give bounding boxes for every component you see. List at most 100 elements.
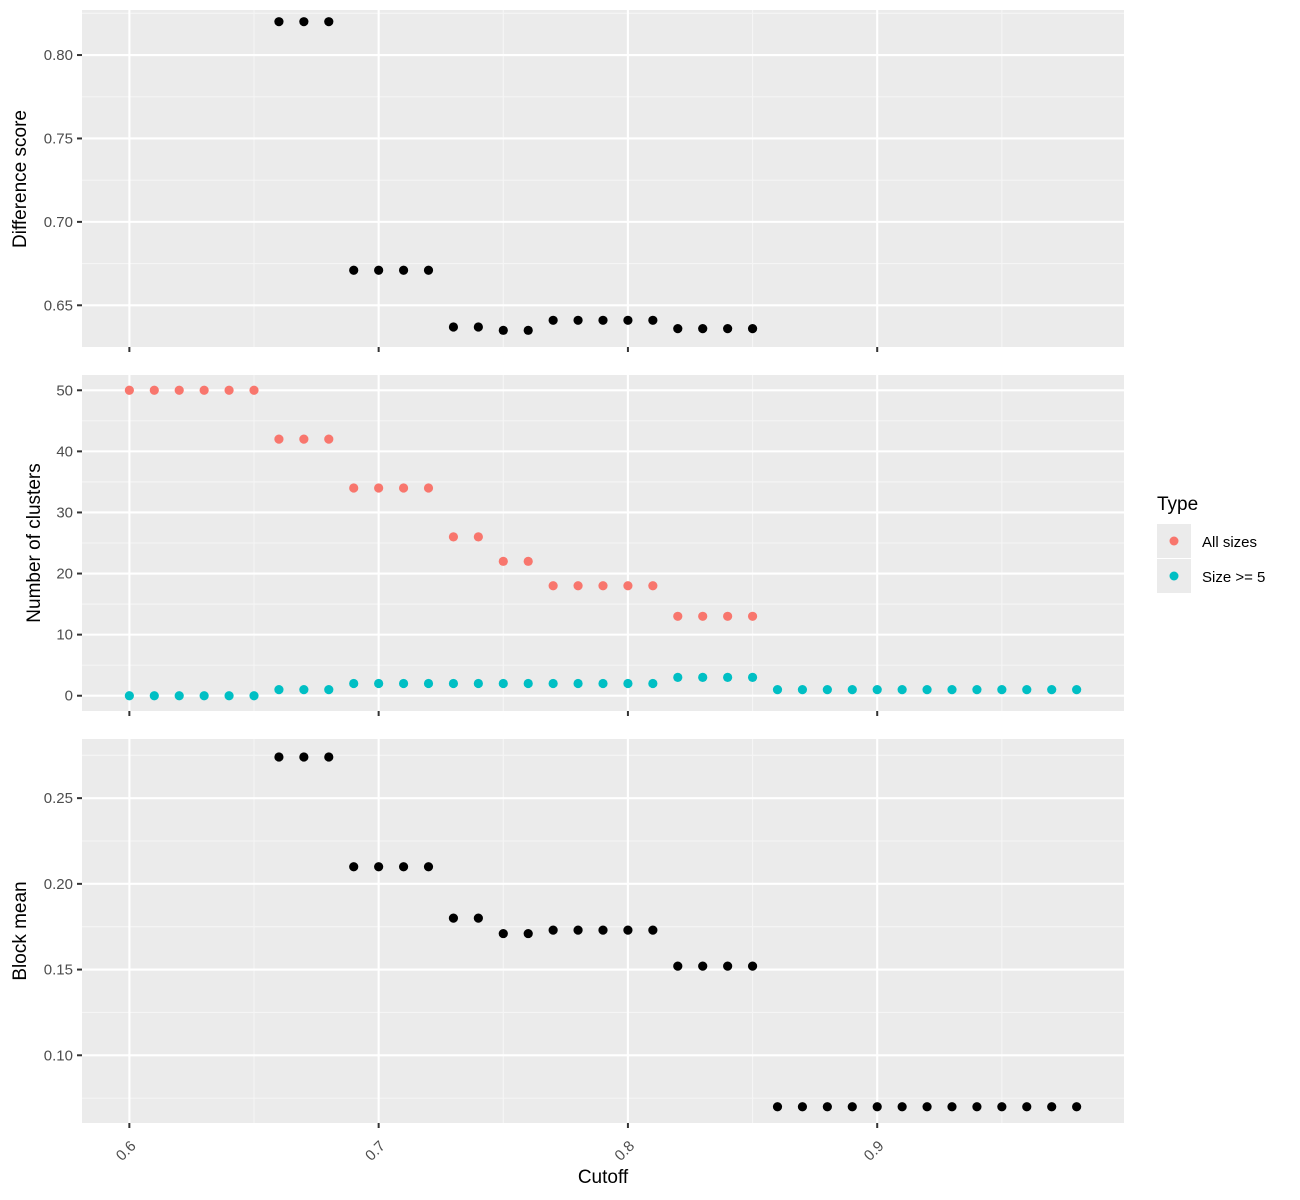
- panel-block-mean: 0.100.150.200.250.6 0.7 0.8 0.9: [44, 739, 1124, 1164]
- data-point: [174, 691, 184, 701]
- y-axis-title-difference-score: Difference score: [10, 110, 31, 248]
- series-all-sizes: [124, 385, 758, 621]
- data-point: [1047, 1102, 1057, 1112]
- data-point: [374, 862, 384, 872]
- data-point: [299, 434, 309, 444]
- data-point: [249, 385, 259, 395]
- data-point: [548, 678, 558, 689]
- data-point: [374, 678, 384, 689]
- data-point: [623, 315, 633, 325]
- y-tick-label: 0: [65, 688, 73, 705]
- data-point: [498, 678, 508, 689]
- data-point: [349, 265, 359, 275]
- data-point: [423, 678, 434, 689]
- data-point: [872, 685, 882, 695]
- data-point: [623, 925, 633, 935]
- data-point: [324, 752, 334, 762]
- data-point: [872, 1102, 882, 1112]
- data-point: [573, 925, 583, 935]
- data-point: [548, 925, 558, 935]
- data-point: [922, 1102, 932, 1112]
- data-point: [723, 672, 733, 683]
- data-point: [349, 862, 359, 872]
- data-point: [274, 17, 284, 27]
- data-point: [523, 325, 533, 335]
- data-point: [698, 961, 708, 971]
- data-point: [698, 611, 708, 621]
- data-point: [349, 678, 359, 689]
- data-point: [498, 325, 508, 335]
- data-point: [972, 1102, 982, 1112]
- y-tick-label: 0.15: [44, 962, 73, 979]
- data-point: [698, 324, 708, 334]
- data-point: [947, 685, 957, 695]
- data-point: [199, 385, 209, 395]
- x-axis-title: Cutoff: [578, 1167, 629, 1188]
- series-size-5: [124, 672, 1082, 701]
- data-point: [448, 678, 459, 689]
- data-point: [847, 685, 857, 695]
- data-point: [498, 556, 508, 566]
- data-point: [423, 483, 434, 493]
- data-point: [822, 685, 832, 695]
- series-0: [274, 752, 1082, 1112]
- data-point: [772, 1102, 783, 1112]
- legend-title: Type: [1157, 494, 1198, 515]
- legend-label-size-ge-5: Size >= 5: [1202, 569, 1265, 586]
- data-point: [822, 1102, 832, 1112]
- legend-key-all-sizes: [1169, 536, 1179, 546]
- data-point: [274, 685, 284, 695]
- y-tick-label: 0.20: [44, 876, 73, 893]
- data-point: [747, 611, 758, 621]
- data-point: [673, 324, 683, 334]
- data-point: [747, 672, 758, 683]
- y-tick-label: 0.75: [44, 130, 73, 147]
- data-point: [448, 322, 459, 332]
- data-point: [947, 1102, 957, 1112]
- data-point: [423, 862, 434, 872]
- legend-label-all-sizes: All sizes: [1202, 534, 1257, 551]
- data-point: [324, 685, 334, 695]
- data-point: [473, 532, 483, 542]
- data-point: [772, 685, 783, 695]
- data-point: [448, 532, 459, 542]
- data-point: [124, 385, 134, 395]
- panel-difference-score: 0.65 0.70 0.75 0.80: [44, 10, 1124, 352]
- data-point: [922, 685, 932, 695]
- y-tick-label: 20: [56, 566, 73, 583]
- y-tick-label: 50: [56, 382, 73, 399]
- data-point: [972, 685, 982, 695]
- data-point: [897, 1102, 907, 1112]
- data-point: [224, 385, 234, 395]
- data-point: [299, 752, 309, 762]
- data-point: [523, 928, 533, 939]
- data-point: [598, 678, 608, 689]
- legend: Type All sizes Size >= 5: [1157, 494, 1265, 593]
- y-tick-label: 0.25: [44, 790, 73, 807]
- data-point: [598, 581, 608, 591]
- y-tick-label: 30: [56, 504, 73, 521]
- data-point: [623, 678, 633, 689]
- data-point: [249, 691, 259, 701]
- data-point: [573, 581, 583, 591]
- data-point: [498, 928, 508, 939]
- data-point: [673, 611, 683, 621]
- data-point: [648, 315, 658, 325]
- data-point: [149, 691, 159, 701]
- data-point: [573, 678, 583, 689]
- y-tick-label: 0.10: [44, 1047, 73, 1064]
- data-point: [897, 685, 907, 695]
- data-point: [473, 322, 483, 332]
- data-point: [199, 691, 209, 701]
- data-point: [623, 581, 633, 591]
- panel-number-of-clusters: 0 10 20 30 40 50: [56, 375, 1124, 716]
- data-point: [1072, 685, 1082, 695]
- data-point: [473, 678, 483, 689]
- data-point: [573, 315, 583, 325]
- panel-background: [82, 10, 1124, 347]
- data-point: [1022, 685, 1032, 695]
- data-point: [1022, 1102, 1032, 1112]
- data-point: [673, 672, 683, 683]
- y-tick-label: 10: [56, 627, 73, 644]
